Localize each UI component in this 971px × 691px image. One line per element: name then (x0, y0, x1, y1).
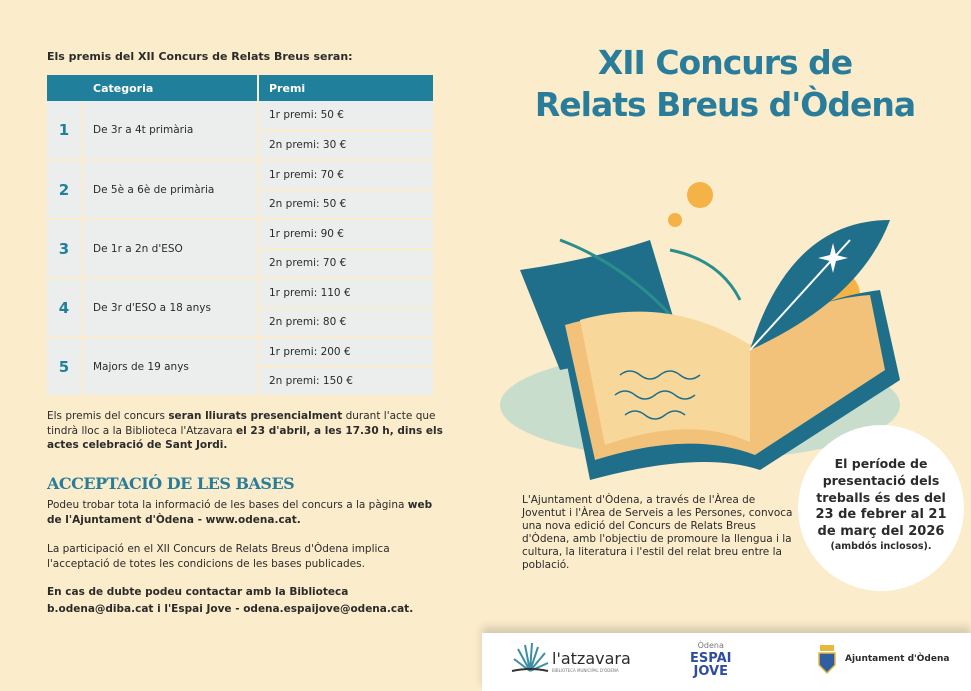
atzavara-logo: l'atzavara BIBLIOTECA MUNICIPAL D'ÒDENA (510, 642, 631, 679)
first-prize: 1r premi: 90 € (257, 219, 433, 250)
second-prize: 2n premi: 70 € (257, 248, 433, 279)
second-prize: 2n premi: 50 € (257, 189, 433, 220)
table-row: 2n premi: 150 € (47, 366, 433, 397)
category-name: De 1r a 2n d'ESO (81, 219, 259, 279)
agave-icon (511, 642, 549, 672)
contact-text: En cas de dubte podeu contactar amb la B… (47, 586, 414, 615)
category-name: Majors de 19 anys (81, 337, 259, 397)
header-premi: Premi (257, 75, 433, 101)
ajuntament-logo: Ajuntament d'Òdena (817, 645, 949, 679)
table-row: 4 De 3r d'ESO a 18 anys 1r premi: 110 € (47, 278, 433, 338)
header-categoria: Categoria (47, 75, 258, 101)
second-prize: 2n premi: 150 € (257, 366, 433, 397)
category-name: De 3r d'ESO a 18 anys (81, 278, 259, 338)
poster-title: XII Concurs de Relats Breus d'Òdena (534, 43, 916, 124)
category-name: De 3r a 4t primària (81, 101, 259, 161)
table-row: 2n premi: 50 € (47, 189, 433, 220)
category-number: 4 (47, 278, 83, 338)
category-number: 1 (47, 101, 83, 161)
bases-web-text: Podeu trobar tota la informació de les b… (47, 499, 433, 526)
first-prize: 1r premi: 70 € (257, 160, 433, 191)
first-prize: 1r premi: 110 € (257, 278, 433, 309)
second-prize: 2n premi: 80 € (257, 307, 433, 338)
table-row: 2n premi: 80 € (47, 307, 433, 338)
prizes-table: Categoria Premi 1 De 3r a 4t primària 1r pr… (47, 75, 433, 397)
book-quill-illustration (500, 182, 900, 480)
table-row: 5 Majors de 19 anys 1r premi: 200 € (47, 337, 433, 397)
first-prize: 1r premi: 200 € (257, 337, 433, 368)
table-row: 2n premi: 70 € (47, 248, 433, 279)
category-number: 2 (47, 160, 83, 220)
contest-description: L'Ajuntament d'Òdena, a través de l'Àrea… (522, 494, 793, 571)
second-prize: 2n premi: 30 € (257, 130, 433, 161)
table-row: 2n premi: 30 € (47, 130, 433, 161)
category-number: 5 (47, 337, 83, 397)
first-prize: 1r premi: 50 € (257, 101, 433, 132)
prizes-intro: Els premis del XII Concurs de Relats Bre… (47, 50, 353, 63)
table-row: 1 De 3r a 4t primària 1r premi: 50 € (47, 101, 433, 161)
espai-jove-logo: Òdena ESPAI JOVE (690, 641, 732, 679)
submission-period-badge: El període de presentació dels treballs … (798, 425, 964, 591)
category-name: De 5è a 6è de primària (81, 160, 259, 220)
awards-text: Els premis del concurs seran lliurats pr… (47, 410, 443, 451)
footer-logos: l'atzavara BIBLIOTECA MUNICIPAL D'ÒDENA … (482, 633, 971, 691)
coat-of-arms-icon (818, 645, 836, 675)
table-row: 3 De 1r a 2n d'ESO 1r premi: 90 € (47, 219, 433, 279)
bases-acceptance-text: La participació en el XII Concurs de Rel… (47, 543, 390, 570)
table-row: 2 De 5è a 6è de primària 1r premi: 70 € (47, 160, 433, 220)
bases-heading: ACCEPTACIÓ DE LES BASES (47, 474, 295, 493)
category-number: 3 (47, 219, 83, 279)
